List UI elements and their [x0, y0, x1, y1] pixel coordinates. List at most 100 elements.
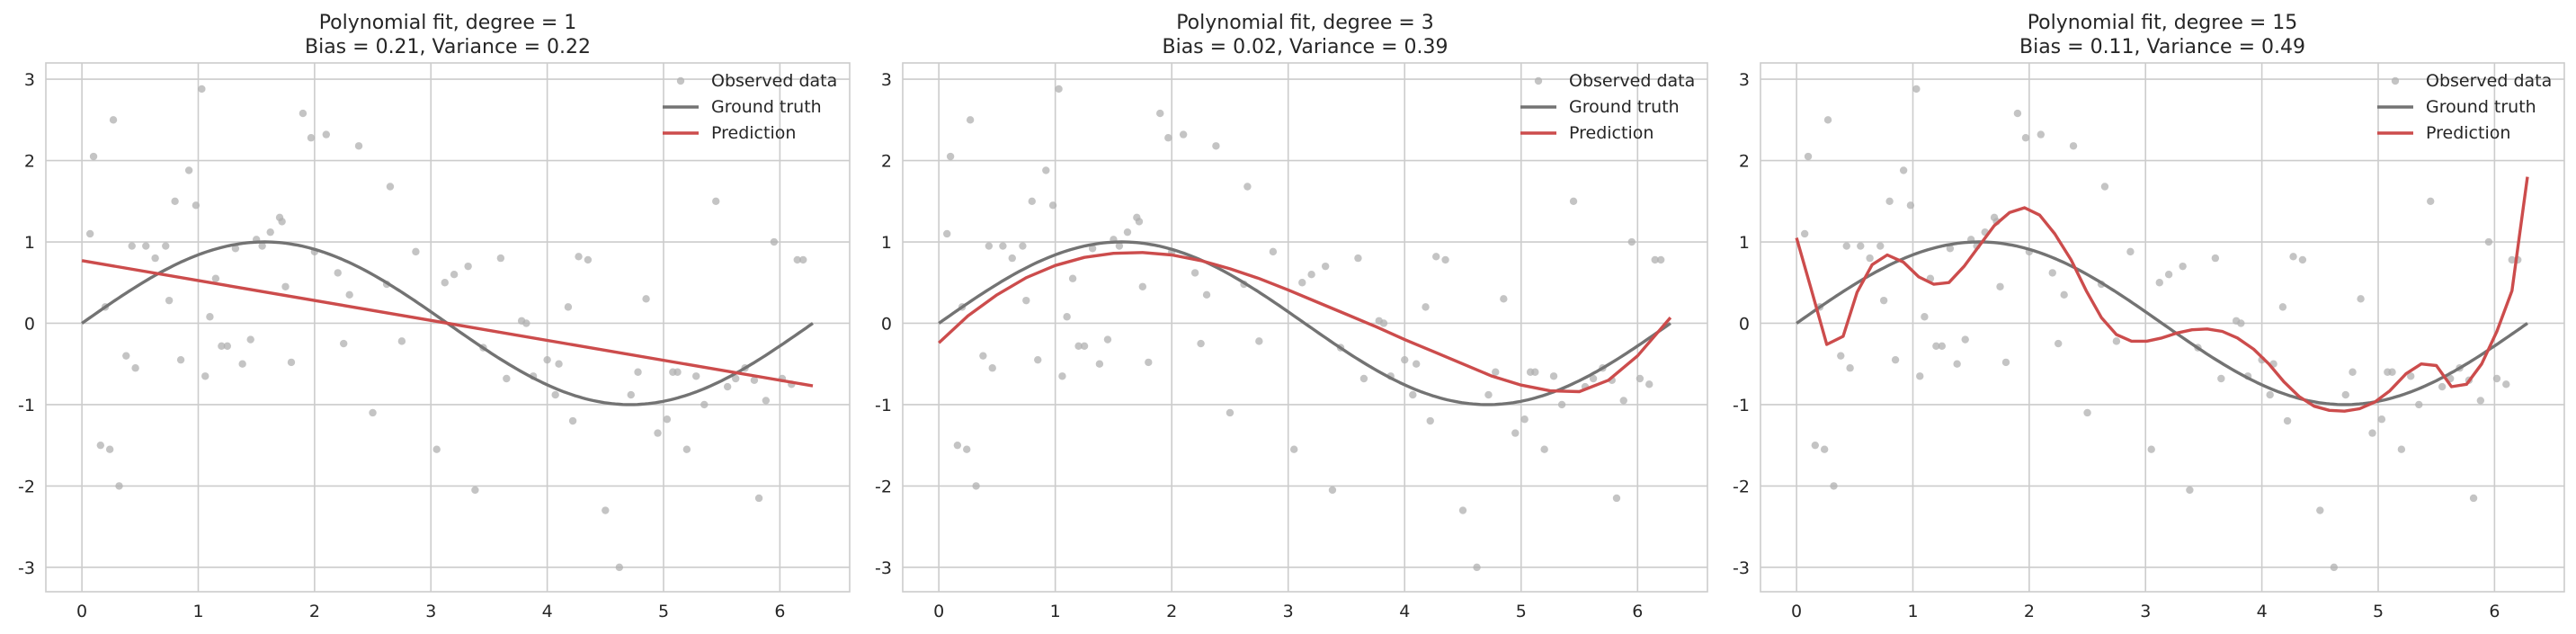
plot-area [46, 63, 850, 592]
observed-point [1627, 237, 1636, 246]
observed-point [1034, 355, 1042, 364]
observed-point [551, 390, 559, 399]
observed-point [165, 296, 174, 305]
observed-point [2469, 494, 2478, 503]
observed-point [1899, 166, 1908, 174]
legend-marker-observed [676, 76, 685, 85]
x-tick-label: 5 [1516, 602, 1527, 621]
observed-point [471, 486, 479, 495]
observed-point [988, 364, 996, 372]
observed-point [1123, 228, 1132, 237]
observed-point [322, 130, 331, 138]
observed-point [307, 134, 316, 142]
observed-point [953, 441, 962, 450]
observed-point [2164, 271, 2173, 279]
x-tick-label: 1 [192, 602, 203, 621]
observed-point [162, 242, 170, 250]
observed-point [1651, 255, 1659, 264]
plot-frame [45, 62, 851, 593]
observed-point [2330, 563, 2339, 572]
observed-point [1569, 197, 1578, 205]
observed-point [1961, 335, 1969, 344]
observed-point [171, 197, 179, 205]
observed-point [2179, 262, 2187, 271]
observed-point [2013, 109, 2022, 118]
observed-point [1115, 242, 1124, 250]
plot-frame [1760, 62, 2565, 593]
observed-point [1511, 429, 1520, 437]
observed-point [1255, 337, 1263, 345]
observed-point [176, 355, 185, 364]
observed-point [615, 563, 624, 572]
observed-point [1891, 355, 1900, 364]
observed-point [732, 374, 740, 383]
y-tick-label: 1 [881, 233, 892, 253]
observed-point [1401, 355, 1409, 364]
observed-point [1145, 358, 1153, 367]
observed-point [1068, 274, 1077, 282]
legend-label: Prediction [1569, 123, 1653, 143]
observed-point [1557, 400, 1566, 409]
observed-point [198, 85, 206, 94]
y-tick-label: 1 [1739, 233, 1750, 253]
observed-point [299, 109, 308, 118]
observed-point [1156, 109, 1164, 118]
x-tick-label: 0 [933, 602, 944, 621]
observed-point [1190, 269, 1199, 277]
chart-subtitle: Bias = 0.02, Variance = 0.39 [1163, 36, 1448, 58]
observed-point [543, 355, 551, 364]
x-tick-label: 2 [2024, 602, 2035, 621]
observed-point [345, 290, 353, 299]
observed-point [1441, 255, 1449, 264]
x-tick-label: 2 [309, 602, 320, 621]
x-tick-label: 1 [1907, 602, 1918, 621]
y-tick-label: -2 [18, 477, 35, 496]
observed-point [2298, 255, 2307, 264]
observed-point [1328, 486, 1337, 495]
observed-point [1179, 130, 1188, 138]
observed-point [1996, 282, 2004, 290]
observed-point [642, 295, 650, 303]
y-tick-label: 0 [881, 314, 892, 334]
x-tick-label: 0 [1791, 602, 1802, 621]
legend-marker-observed [2391, 76, 2400, 85]
observed-point [2100, 183, 2109, 191]
plot-marks [81, 85, 814, 572]
observed-point [1636, 374, 1645, 383]
observed-point [575, 253, 583, 261]
observed-point [441, 279, 449, 287]
prediction-line [81, 259, 814, 388]
observed-point [2484, 237, 2493, 246]
observed-point [1846, 364, 1854, 372]
y-tick-label: -2 [875, 477, 892, 496]
observed-point [2147, 445, 2155, 453]
observed-point [1932, 342, 1940, 351]
observed-point [278, 218, 286, 226]
observed-point [1531, 368, 1539, 376]
observed-point [999, 242, 1007, 250]
observed-point [979, 352, 987, 360]
observed-point [1811, 441, 1820, 450]
observed-point [128, 242, 136, 250]
observed-point [2278, 303, 2287, 311]
plot-area [1760, 63, 2564, 592]
observed-point [1500, 295, 1508, 303]
observed-point [85, 229, 94, 238]
legend-label: Prediction [711, 123, 796, 143]
observed-point [334, 269, 342, 277]
observed-point [1426, 416, 1434, 425]
observed-point [1135, 218, 1144, 226]
observed-point [1830, 482, 1838, 490]
y-tick-label: 2 [24, 152, 35, 172]
observed-point [1619, 397, 1627, 405]
observed-point [602, 506, 610, 514]
observed-point [966, 116, 975, 124]
observed-point [2217, 374, 2225, 383]
observed-point [2055, 339, 2063, 348]
x-tick-label: 4 [2257, 602, 2268, 621]
observed-point [762, 397, 771, 405]
observed-point [206, 313, 214, 321]
observed-point [1432, 253, 1440, 261]
observed-point [1837, 352, 1845, 360]
observed-point [1103, 335, 1112, 344]
